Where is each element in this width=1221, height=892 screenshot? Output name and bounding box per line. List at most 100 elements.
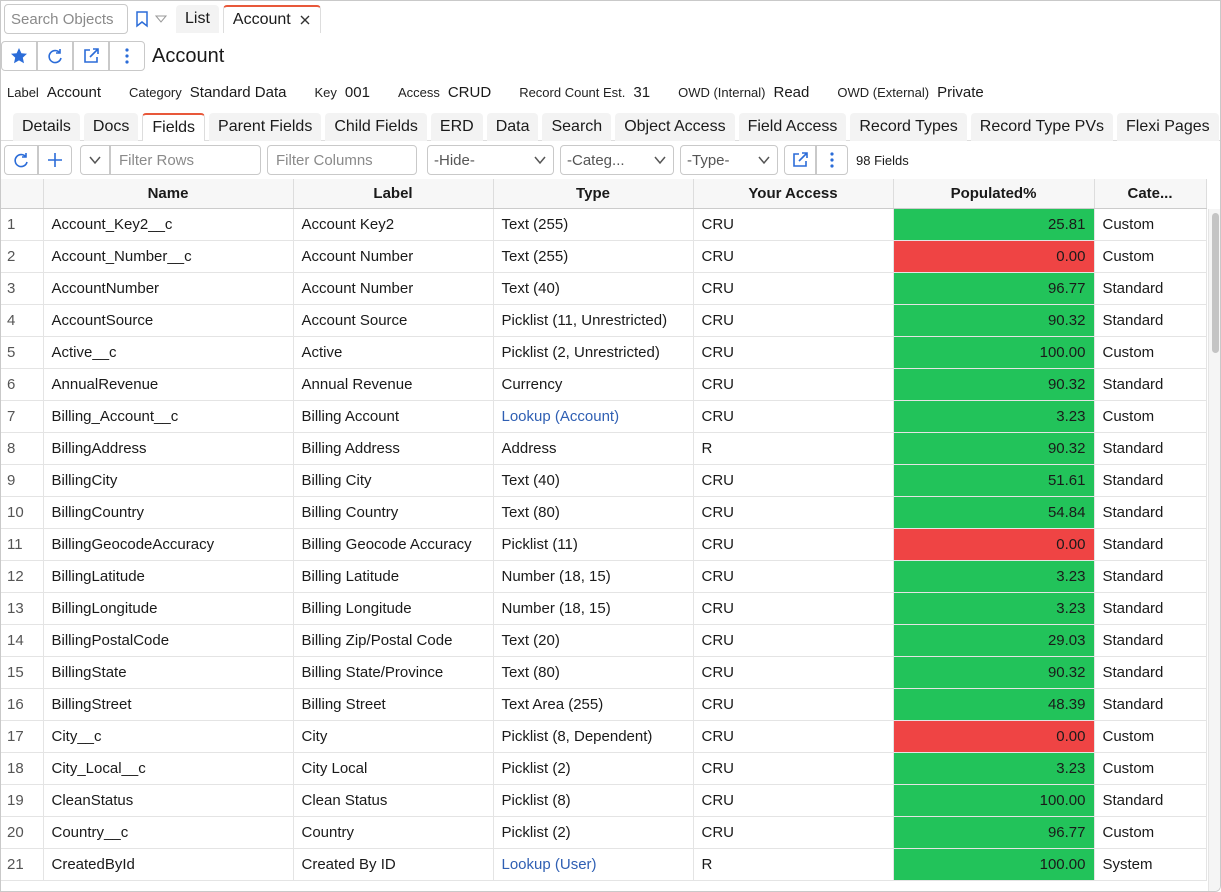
cell-text[interactable]: Lookup (User) xyxy=(501,855,597,873)
cell-text: 12 xyxy=(7,567,24,585)
cell-text: 0.00 xyxy=(1056,247,1086,265)
column-header[interactable]: Your Access xyxy=(693,179,894,209)
table-row[interactable]: 9 BillingCity Billing City Text (40) CRU 51.6… xyxy=(1,464,1207,497)
cell-text: CleanStatus xyxy=(51,791,134,809)
filter-rows[interactable]: Filter Rows xyxy=(110,145,261,175)
column-header[interactable]: Cate... xyxy=(1094,179,1207,209)
cell-text: Text Area (255) xyxy=(501,695,604,713)
category: Standard xyxy=(1094,368,1207,401)
table-row[interactable]: 13 BillingLongitude Billing Longitude Numbe… xyxy=(1,592,1207,625)
cell-text: Custom xyxy=(1102,407,1155,425)
cell-text: 5 xyxy=(7,343,16,361)
table-row[interactable]: 10 BillingCountry Billing Country Text (80)… xyxy=(1,496,1207,529)
table-row[interactable]: 5 Active__c Active Picklist (2, Unrestricte… xyxy=(1,336,1207,369)
table-row[interactable]: 17 City__c City Picklist (8, Dependent) CRU 0… xyxy=(1,720,1207,753)
table-row[interactable]: 15 BillingState Billing State/Province Text… xyxy=(1,656,1207,689)
table-row[interactable]: 11 BillingGeocodeAccuracy Billing Geocode … xyxy=(1,528,1207,561)
table-row[interactable]: 4 AccountSource Account Source Picklist (11… xyxy=(1,304,1207,337)
dropdown-icon[interactable] xyxy=(154,12,168,26)
subtab[interactable]: Field Access xyxy=(738,112,847,141)
cell-text: Text (40) xyxy=(501,279,560,297)
cell-text[interactable]: Lookup (Account) xyxy=(501,407,620,425)
cell-text: BillingGeocodeAccuracy xyxy=(51,535,215,553)
table-row[interactable]: 12 BillingLatitude Billing Latitude Number … xyxy=(1,560,1207,593)
refresh-button[interactable] xyxy=(37,41,73,71)
field-name: Billing_Account__c xyxy=(43,400,294,433)
subtab[interactable]: Flexi Pages xyxy=(1117,112,1219,141)
cell-text: Picklist (8) xyxy=(501,791,571,809)
search-objects[interactable]: Search Objects xyxy=(4,4,128,34)
table-row[interactable]: 16 BillingStreet Billing Street Text Area (… xyxy=(1,688,1207,721)
table-row[interactable]: 19 CleanStatus Clean Status Picklist (8) CRU… xyxy=(1,784,1207,817)
column-header[interactable]: Type xyxy=(493,179,694,209)
table-row[interactable]: 21 CreatedById Created By ID Lookup (User) R… xyxy=(1,848,1207,881)
column-header[interactable]: Name xyxy=(43,179,294,209)
table-row[interactable]: 20 Country__c Country Picklist (2) CRU 96.77 C… xyxy=(1,816,1207,849)
subtab[interactable]: Fields xyxy=(142,112,206,141)
tab[interactable]: Account xyxy=(222,5,321,33)
populated: 25.81 xyxy=(893,208,1095,241)
cell-text: 51.61 xyxy=(1047,471,1086,489)
subtab[interactable]: Object Access xyxy=(615,112,735,141)
add-field[interactable] xyxy=(38,145,72,175)
table-row[interactable]: 14 BillingPostalCode Billing Zip/Postal Co… xyxy=(1,624,1207,657)
subtab[interactable]: Record Type PVs xyxy=(970,112,1114,141)
cell-text: Standard xyxy=(1102,631,1164,649)
subtab[interactable]: Parent Fields xyxy=(209,112,322,141)
cell-text: Standard xyxy=(1102,535,1164,553)
field-label: Country xyxy=(293,816,494,849)
select[interactable]: -Categ... xyxy=(560,145,674,175)
cell-text: Country xyxy=(301,823,355,841)
column-header[interactable]: Populated% xyxy=(893,179,1095,209)
field-label: Billing Street xyxy=(293,688,494,721)
refresh-fields[interactable] xyxy=(4,145,38,175)
favorite-button[interactable] xyxy=(1,41,37,71)
table-row[interactable]: 1 Account_Key2__c Account Key2 Text (255) CR… xyxy=(1,208,1207,241)
subtab[interactable]: Docs xyxy=(83,112,139,141)
access: CRU xyxy=(693,240,894,273)
table-row[interactable]: 2 Account_Number__c Account Number Text (25… xyxy=(1,240,1207,273)
cell-text: Standard xyxy=(1102,503,1164,521)
field-name: Country__c xyxy=(43,816,294,849)
cell-text: 3 xyxy=(7,279,16,297)
field-label: Billing State/Province xyxy=(293,656,494,689)
table-row[interactable]: 6 AnnualRevenue Annual Revenue Currency CRU 9… xyxy=(1,368,1207,401)
category: Custom xyxy=(1094,208,1207,241)
bookmark-icon[interactable] xyxy=(134,10,150,28)
column-header[interactable]: Label xyxy=(293,179,494,209)
close-tab[interactable] xyxy=(299,14,311,26)
cell-text: CRU xyxy=(701,471,735,489)
field-label: Annual Revenue xyxy=(293,368,494,401)
subtab[interactable]: Search xyxy=(542,112,612,141)
subtab[interactable]: Details xyxy=(13,112,80,141)
tab[interactable]: List xyxy=(176,5,219,33)
subtab[interactable]: Record Types xyxy=(850,112,967,141)
select[interactable]: -Hide- xyxy=(427,145,554,175)
category: Standard xyxy=(1094,304,1207,337)
field-type: Text (40) xyxy=(493,464,694,497)
table-row[interactable]: 8 BillingAddress Billing Address Address R 90… xyxy=(1,432,1207,465)
fields-more[interactable] xyxy=(816,145,848,175)
subtab[interactable]: Child Fields xyxy=(325,112,427,141)
table-row[interactable]: 18 City_Local__c City Local Picklist (2) CRU… xyxy=(1,752,1207,785)
cell-text: City Local xyxy=(301,759,368,777)
subtab[interactable]: Data xyxy=(486,112,539,141)
scroll-thumb[interactable] xyxy=(1212,213,1219,353)
populated: 3.23 xyxy=(893,752,1095,785)
category: Custom xyxy=(1094,336,1207,369)
cell-text: CRU xyxy=(701,311,735,329)
subtab[interactable]: ERD xyxy=(430,112,483,141)
access: CRU xyxy=(693,624,894,657)
table-row[interactable]: 7 Billing_Account__c Billing Account Lookup… xyxy=(1,400,1207,433)
select-arrow xyxy=(758,156,770,165)
open-fields[interactable] xyxy=(784,145,816,175)
access: CRU xyxy=(693,720,894,753)
select[interactable]: -Type- xyxy=(680,145,778,175)
filter-menu[interactable] xyxy=(80,145,110,175)
table-row[interactable]: 3 AccountNumber Account Number Text (40) CRU… xyxy=(1,272,1207,305)
cell-text: System xyxy=(1102,855,1153,873)
open-button[interactable] xyxy=(73,41,109,71)
field-name: BillingAddress xyxy=(43,432,294,465)
more-button[interactable] xyxy=(109,41,145,71)
filter-columns[interactable]: Filter Columns xyxy=(267,145,417,175)
